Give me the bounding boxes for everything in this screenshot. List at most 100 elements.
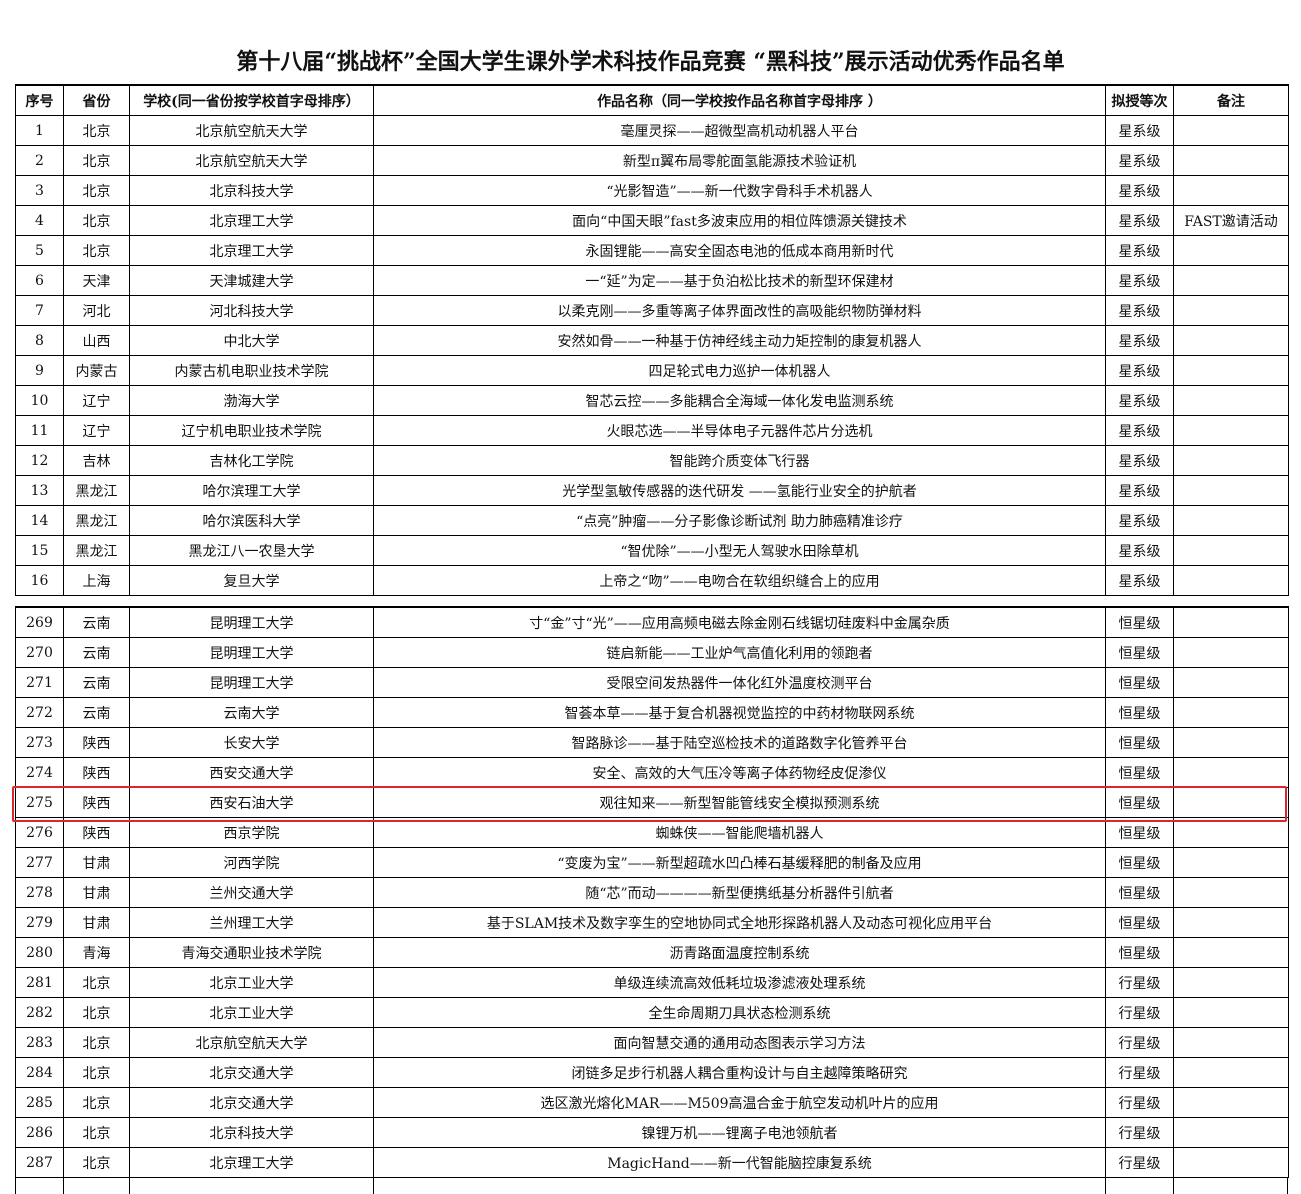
work-title: 上帝之“吻”——电吻合在软组织缝合上的应用 bbox=[373, 565, 1106, 596]
table-row: 4 北京 北京理工大学 面向“中国天眼”fast多波束应用的相位阵馈源关键技术 星系级 F… bbox=[15, 205, 1289, 236]
province: 黑龙江 bbox=[63, 535, 130, 566]
empty-cell bbox=[1173, 175, 1289, 206]
award-level: 恒星级 bbox=[1105, 757, 1174, 788]
work-title: 全生命周期刀具状态检测系统 bbox=[373, 997, 1106, 1028]
remark: FAST邀请活动 bbox=[1173, 205, 1289, 236]
empty-cell bbox=[1173, 757, 1289, 788]
empty-cell bbox=[1173, 1087, 1289, 1118]
empty-cell bbox=[1173, 415, 1289, 446]
work-title: 安全、高效的大气压冷等离子体药物经皮促渗仪 bbox=[373, 757, 1106, 788]
province: 北京 bbox=[63, 235, 130, 266]
school: 昆明理工大学 bbox=[129, 637, 374, 668]
empty-cell bbox=[1173, 535, 1289, 566]
province: 辽宁 bbox=[63, 415, 130, 446]
row-number: 2 bbox=[15, 145, 64, 176]
empty-cell bbox=[1173, 697, 1289, 728]
award-level: 星系级 bbox=[1105, 205, 1174, 236]
province: 北京 bbox=[63, 997, 130, 1028]
empty-cell bbox=[1173, 606, 1289, 638]
empty-cell bbox=[1173, 787, 1289, 818]
work-title: 四足轮式电力巡护一体机器人 bbox=[373, 355, 1106, 386]
award-level: 恒星级 bbox=[1105, 637, 1174, 668]
award-level: 星系级 bbox=[1105, 415, 1174, 446]
column-header: 学校(同一省份按学校首字母排序） bbox=[129, 84, 374, 116]
province: 天津 bbox=[63, 265, 130, 296]
empty-cell bbox=[1173, 265, 1289, 296]
school: 北京航空航天大学 bbox=[129, 145, 374, 176]
row-number: 277 bbox=[15, 847, 64, 878]
award-level: 星系级 bbox=[1105, 295, 1174, 326]
work-title: 基于SLAM技术及数字孪生的空地协同式全地形探路机器人及动态可视化应用平台 bbox=[373, 907, 1106, 938]
award-level: 恒星级 bbox=[1105, 606, 1174, 638]
work-title: 光学型氢敏传感器的迭代研发 ——氢能行业安全的护航者 bbox=[373, 475, 1106, 506]
province: 陕西 bbox=[63, 727, 130, 758]
province: 北京 bbox=[63, 1087, 130, 1118]
province: 北京 bbox=[63, 205, 130, 236]
award-level: 恒星级 bbox=[1105, 727, 1174, 758]
work-title: 面向“中国天眼”fast多波束应用的相位阵馈源关键技术 bbox=[373, 205, 1106, 236]
award-level: 恒星级 bbox=[1105, 877, 1174, 908]
work-title: 受限空间发热器件一体化红外温度校测平台 bbox=[373, 667, 1106, 698]
school: 北京理工大学 bbox=[129, 205, 374, 236]
province: 黑龙江 bbox=[63, 505, 130, 536]
empty-cell bbox=[1173, 145, 1289, 176]
row-number: 279 bbox=[15, 907, 64, 938]
school: 青海交通职业技术学院 bbox=[129, 937, 374, 968]
province: 黑龙江 bbox=[63, 475, 130, 506]
table-row: 16 上海 复旦大学 上帝之“吻”——电吻合在软组织缝合上的应用 星系级 bbox=[15, 565, 1289, 596]
empty-cell bbox=[1173, 667, 1289, 698]
school: 西京学院 bbox=[129, 817, 374, 848]
school: 西安交通大学 bbox=[129, 757, 374, 788]
province: 甘肃 bbox=[63, 877, 130, 908]
province: 陕西 bbox=[63, 817, 130, 848]
work-title: 寸“金”寸“光”——应用高频电磁去除金刚石线锯切硅废料中金属杂质 bbox=[373, 606, 1106, 638]
row-number: 7 bbox=[15, 295, 64, 326]
column-header: 省份 bbox=[63, 84, 130, 116]
column-header: 备注 bbox=[1173, 84, 1289, 116]
table-row: 281 北京 北京工业大学 单级连续流高效低耗垃圾渗滤液处理系统 行星级 bbox=[15, 967, 1289, 998]
table-section: 269 云南 昆明理工大学 寸“金”寸“光”——应用高频电磁去除金刚石线锯切硅废料中金… bbox=[15, 606, 1289, 1178]
row-number: 283 bbox=[15, 1027, 64, 1058]
header-row: 序号 省份 学校(同一省份按学校首字母排序） 作品名称（同一学校按作品名称首字母排序 … bbox=[15, 84, 1289, 116]
document-title: 第十八届“挑战杯”全国大学生课外学术科技作品竞赛 “黑科技”展示活动优秀作品名单 bbox=[236, 49, 1065, 75]
school: 中北大学 bbox=[129, 325, 374, 356]
award-level: 恒星级 bbox=[1105, 667, 1174, 698]
province: 甘肃 bbox=[63, 907, 130, 938]
school: 北京工业大学 bbox=[129, 997, 374, 1028]
school: 天津城建大学 bbox=[129, 265, 374, 296]
work-title: 选区激光熔化MAR——M509高温合金于航空发动机叶片的应用 bbox=[373, 1087, 1106, 1118]
school: 长安大学 bbox=[129, 727, 374, 758]
work-title: 面向智慧交通的通用动态图表示学习方法 bbox=[373, 1027, 1106, 1058]
province: 陕西 bbox=[63, 757, 130, 788]
table-row: 6 天津 天津城建大学 一“延”为定——基于负泊松比技术的新型环保建材 星系级 bbox=[15, 265, 1289, 296]
row-number: 272 bbox=[15, 697, 64, 728]
row-number: 286 bbox=[15, 1117, 64, 1148]
empty-cell bbox=[1173, 727, 1289, 758]
work-title: 闭链多足步行机器人耦合重构设计与自主越障策略研究 bbox=[373, 1057, 1106, 1088]
award-level: 星系级 bbox=[1105, 265, 1174, 296]
table-row: 285 北京 北京交通大学 选区激光熔化MAR——M509高温合金于航空发动机叶片的应… bbox=[15, 1087, 1289, 1118]
award-level: 恒星级 bbox=[1105, 697, 1174, 728]
row-number: 278 bbox=[15, 877, 64, 908]
empty-cell bbox=[1173, 475, 1289, 506]
empty-cell bbox=[1173, 235, 1289, 266]
school: 吉林化工学院 bbox=[129, 445, 374, 476]
table-row: 283 北京 北京航空航天大学 面向智慧交通的通用动态图表示学习方法 行星级 bbox=[15, 1027, 1289, 1058]
province: 云南 bbox=[63, 606, 130, 638]
row-number: 269 bbox=[15, 606, 64, 638]
work-title: 随“芯”而动————新型便携纸基分析器件引航者 bbox=[373, 877, 1106, 908]
award-level: 星系级 bbox=[1105, 325, 1174, 356]
empty-cell bbox=[1173, 1057, 1289, 1088]
school: 兰州理工大学 bbox=[129, 907, 374, 938]
work-title: 毫厘灵探——超微型高机动机器人平台 bbox=[373, 115, 1106, 146]
school: 兰州交通大学 bbox=[129, 877, 374, 908]
province: 河北 bbox=[63, 295, 130, 326]
column-header: 序号 bbox=[15, 84, 64, 116]
award-level: 行星级 bbox=[1105, 1057, 1174, 1088]
table-row: 10 辽宁 渤海大学 智芯云控——多能耦合全海域一体化发电监测系统 星系级 bbox=[15, 385, 1289, 416]
table-row: 12 吉林 吉林化工学院 智能跨介质变体飞行器 星系级 bbox=[15, 445, 1289, 476]
table-row: 8 山西 中北大学 安然如骨——一种基于仿神经线主动力矩控制的康复机器人 星系级 bbox=[15, 325, 1289, 356]
province: 北京 bbox=[63, 1027, 130, 1058]
table-row: 11 辽宁 辽宁机电职业技术学院 火眼芯选——半导体电子元器件芯片分选机 星系级 bbox=[15, 415, 1289, 446]
